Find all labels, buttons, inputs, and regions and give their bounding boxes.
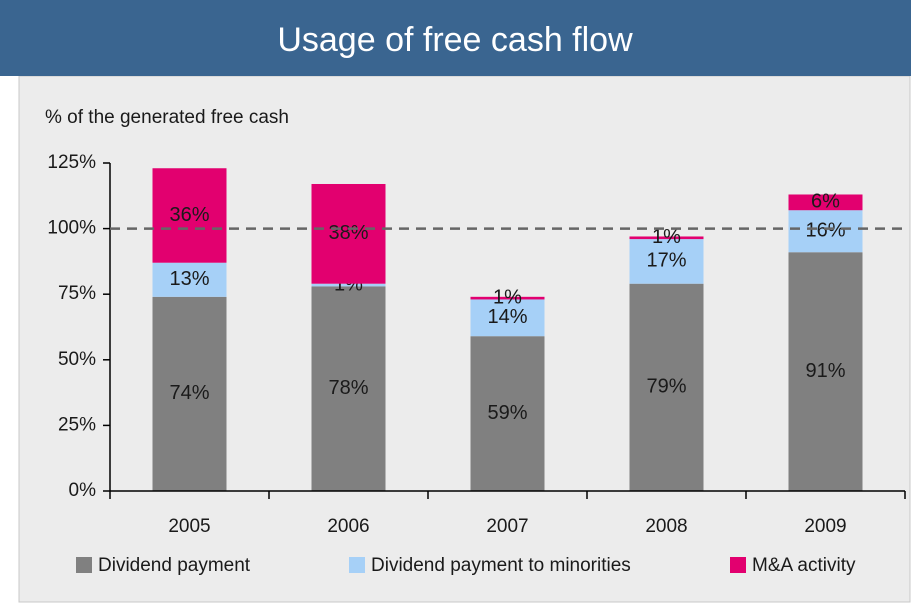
bar-segment bbox=[470, 299, 545, 337]
x-tick-label: 2008 bbox=[645, 516, 687, 537]
data-label: 17% bbox=[646, 250, 686, 272]
bar-segment bbox=[470, 336, 545, 491]
legend-label: Dividend payment to minorities bbox=[371, 555, 631, 576]
y-tick-label: 75% bbox=[58, 283, 96, 304]
bar-segment bbox=[152, 168, 227, 263]
data-label: 59% bbox=[487, 402, 527, 424]
data-label: 14% bbox=[487, 306, 527, 328]
bar-segment bbox=[311, 286, 386, 491]
y-tick-label: 0% bbox=[69, 480, 97, 501]
legend-swatch bbox=[349, 557, 365, 573]
bar-segment bbox=[788, 210, 863, 253]
y-axis-title: % of the generated free cash bbox=[45, 107, 289, 128]
y-tick-label: 50% bbox=[58, 349, 96, 370]
data-label: 36% bbox=[169, 204, 209, 226]
bar-segment bbox=[470, 296, 545, 300]
bar-segment bbox=[629, 236, 704, 240]
data-label: 16% bbox=[805, 220, 845, 242]
bar-segment bbox=[629, 283, 704, 491]
bar-segment bbox=[311, 183, 386, 284]
data-label: 1% bbox=[493, 286, 522, 308]
header-band bbox=[0, 0, 911, 76]
x-tick-label: 2009 bbox=[804, 516, 846, 537]
bar-segment bbox=[152, 262, 227, 297]
legend-label: M&A activity bbox=[752, 555, 856, 576]
y-tick-label: 125% bbox=[47, 152, 96, 173]
x-tick-label: 2005 bbox=[168, 516, 210, 537]
legend-swatch bbox=[730, 557, 746, 573]
data-label: 78% bbox=[328, 377, 368, 399]
legend-swatch bbox=[76, 557, 92, 573]
y-tick-label: 100% bbox=[47, 218, 96, 239]
bar-segment bbox=[788, 252, 863, 491]
data-label: 38% bbox=[328, 222, 368, 244]
data-label: 1% bbox=[652, 226, 681, 248]
data-label: 13% bbox=[169, 268, 209, 290]
legend-label: Dividend payment bbox=[98, 555, 251, 576]
data-label: 91% bbox=[805, 360, 845, 382]
bar-segment bbox=[788, 194, 863, 211]
bar-segment bbox=[311, 283, 386, 287]
data-label: 74% bbox=[169, 382, 209, 404]
bar-segment bbox=[152, 296, 227, 491]
y-tick-label: 25% bbox=[58, 414, 96, 435]
bar-segment bbox=[629, 239, 704, 284]
x-tick-label: 2007 bbox=[486, 516, 528, 537]
data-label: 6% bbox=[811, 191, 840, 213]
chart-title: Usage of free cash flow bbox=[277, 21, 633, 59]
x-tick-label: 2006 bbox=[327, 516, 369, 537]
data-label: 79% bbox=[646, 376, 686, 398]
